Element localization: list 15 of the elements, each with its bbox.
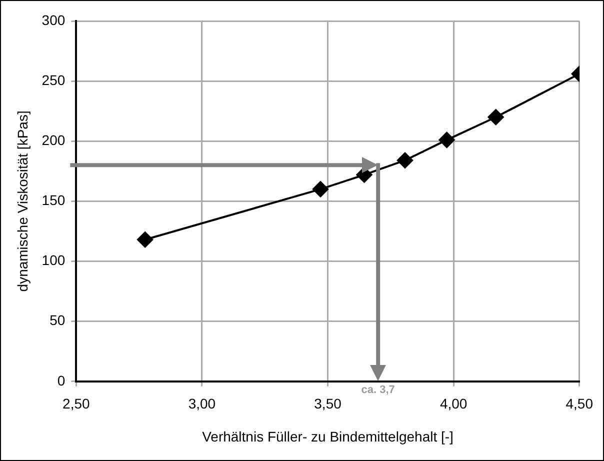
y-tick-label: 250	[42, 72, 66, 88]
ref-line-label: ca. 3,7	[361, 384, 395, 396]
x-tick-label: 3,50	[314, 396, 342, 412]
x-tick-label: 4,00	[440, 396, 468, 412]
y-axis-title: dynamische Viskosität [kPas]	[14, 110, 30, 292]
y-tick-label: 200	[42, 132, 66, 148]
y-tick-label: 300	[42, 12, 66, 28]
x-tick-label: 4,50	[566, 396, 594, 412]
x-tick-label: 2,50	[62, 396, 90, 412]
y-tick-label: 50	[50, 312, 66, 328]
x-tick-label: 3,00	[188, 396, 216, 412]
y-tick-label: 100	[42, 252, 66, 268]
y-tick-label: 0	[57, 372, 66, 388]
x-axis-title: Verhältnis Füller- zu Bindemittelgehalt [-]	[202, 428, 454, 444]
y-tick-label: 150	[42, 192, 66, 208]
